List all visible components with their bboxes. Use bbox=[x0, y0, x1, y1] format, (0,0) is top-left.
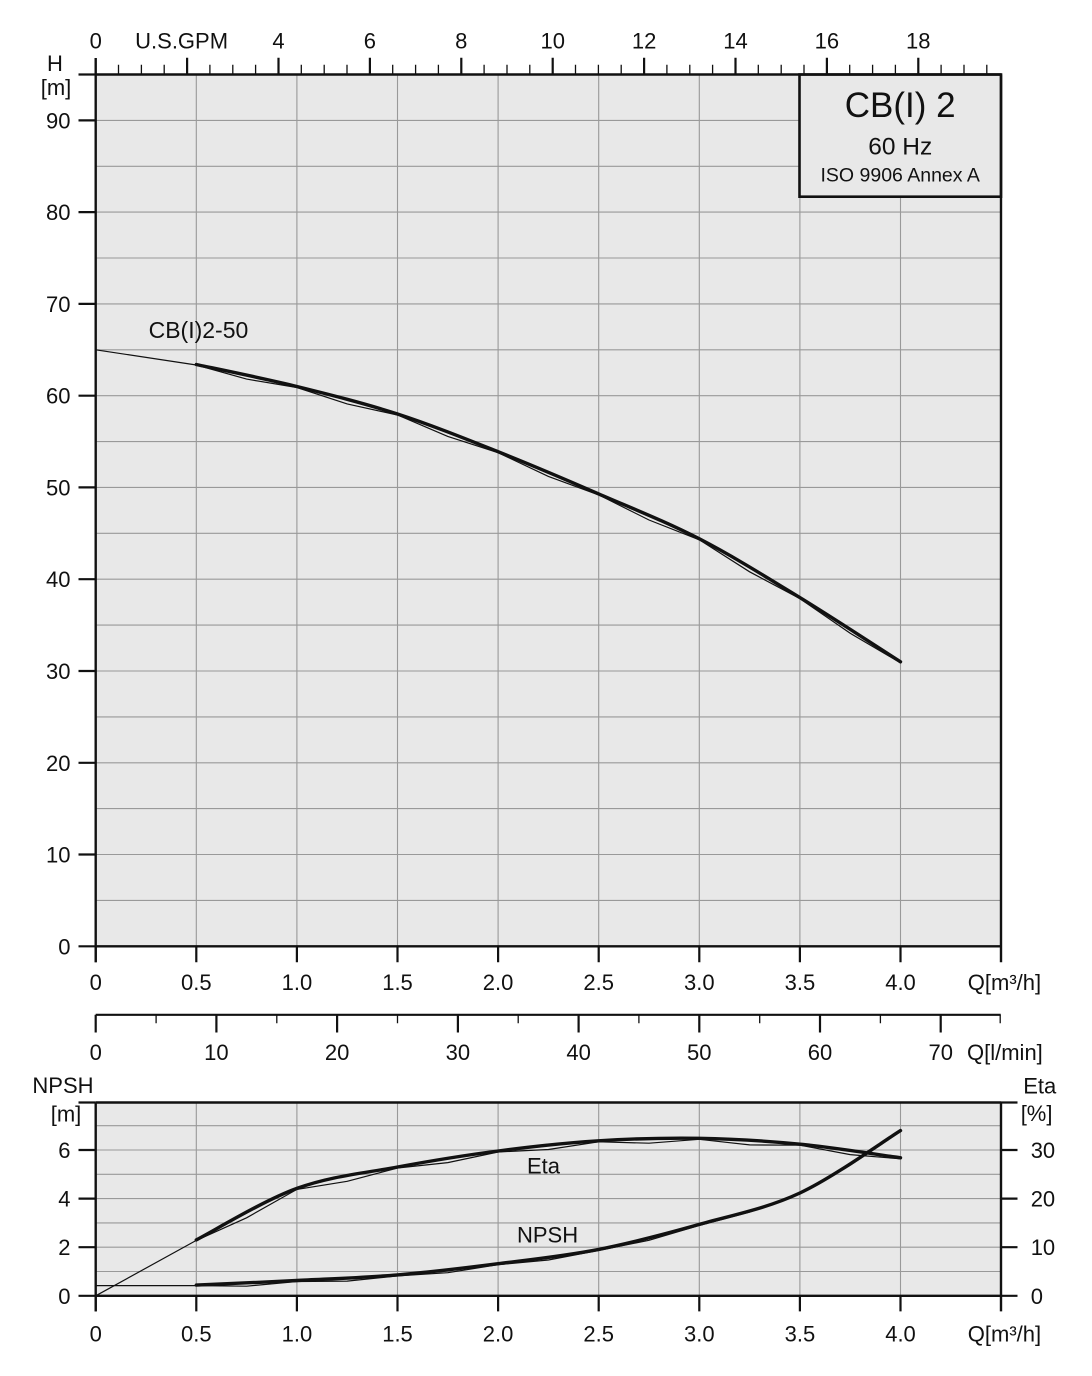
svg-text:60 Hz: 60 Hz bbox=[868, 133, 932, 160]
svg-text:1.0: 1.0 bbox=[282, 1321, 313, 1346]
svg-text:3.5: 3.5 bbox=[785, 1321, 816, 1346]
svg-text:12: 12 bbox=[632, 29, 656, 54]
svg-text:Q[m³/h]: Q[m³/h] bbox=[968, 1321, 1041, 1346]
svg-text:Eta: Eta bbox=[527, 1154, 561, 1179]
svg-text:Q[m³/h]: Q[m³/h] bbox=[968, 970, 1041, 995]
svg-text:Eta: Eta bbox=[1023, 1074, 1057, 1099]
svg-text:20: 20 bbox=[325, 1040, 349, 1065]
svg-text:40: 40 bbox=[566, 1040, 590, 1065]
svg-text:4: 4 bbox=[272, 29, 284, 54]
svg-text:[%]: [%] bbox=[1021, 1101, 1053, 1126]
svg-text:16: 16 bbox=[815, 29, 839, 54]
svg-text:3.0: 3.0 bbox=[684, 970, 715, 995]
svg-text:3.5: 3.5 bbox=[785, 970, 816, 995]
svg-text:1.5: 1.5 bbox=[382, 970, 413, 995]
svg-text:NPSH: NPSH bbox=[32, 1073, 93, 1098]
svg-text:0: 0 bbox=[90, 1040, 102, 1065]
svg-text:1.0: 1.0 bbox=[282, 970, 313, 995]
svg-text:60: 60 bbox=[808, 1040, 832, 1065]
svg-text:0: 0 bbox=[90, 1321, 102, 1346]
svg-text:10: 10 bbox=[540, 29, 564, 54]
svg-text:6: 6 bbox=[58, 1138, 70, 1163]
svg-text:0.5: 0.5 bbox=[181, 1321, 212, 1346]
svg-text:14: 14 bbox=[723, 29, 747, 54]
svg-text:20: 20 bbox=[46, 751, 70, 776]
svg-text:NPSH: NPSH bbox=[517, 1223, 578, 1248]
svg-text:CB(I)2-50: CB(I)2-50 bbox=[149, 317, 249, 343]
svg-text:10: 10 bbox=[1031, 1235, 1055, 1260]
svg-text:ISO 9906 Annex A: ISO 9906 Annex A bbox=[821, 164, 980, 186]
svg-text:2.5: 2.5 bbox=[583, 1321, 614, 1346]
svg-text:80: 80 bbox=[46, 200, 70, 225]
svg-text:50: 50 bbox=[687, 1040, 711, 1065]
svg-text:2.0: 2.0 bbox=[483, 970, 514, 995]
svg-text:2: 2 bbox=[58, 1235, 70, 1260]
svg-text:0.5: 0.5 bbox=[181, 970, 212, 995]
svg-text:30: 30 bbox=[1031, 1138, 1055, 1163]
svg-text:Q[l/min]: Q[l/min] bbox=[967, 1040, 1043, 1065]
svg-text:4.0: 4.0 bbox=[885, 970, 916, 995]
svg-text:2.0: 2.0 bbox=[483, 1321, 514, 1346]
svg-text:18: 18 bbox=[906, 29, 930, 54]
svg-text:CB(I) 2: CB(I) 2 bbox=[845, 86, 956, 125]
svg-text:10: 10 bbox=[204, 1040, 228, 1065]
svg-text:4.0: 4.0 bbox=[885, 1321, 916, 1346]
svg-text:0: 0 bbox=[1031, 1284, 1043, 1309]
svg-text:60: 60 bbox=[46, 384, 70, 409]
svg-text:70: 70 bbox=[928, 1040, 952, 1065]
svg-text:[m]: [m] bbox=[51, 1102, 82, 1127]
svg-text:0: 0 bbox=[58, 934, 70, 959]
svg-text:[m]: [m] bbox=[41, 75, 72, 100]
svg-text:0: 0 bbox=[90, 970, 102, 995]
svg-text:3.0: 3.0 bbox=[684, 1321, 715, 1346]
svg-text:6: 6 bbox=[364, 29, 376, 54]
svg-text:0: 0 bbox=[90, 29, 102, 54]
svg-text:30: 30 bbox=[46, 659, 70, 684]
svg-text:20: 20 bbox=[1031, 1187, 1055, 1212]
svg-text:U.S.GPM: U.S.GPM bbox=[135, 29, 228, 54]
svg-text:0: 0 bbox=[58, 1284, 70, 1309]
svg-text:40: 40 bbox=[46, 567, 70, 592]
svg-text:1.5: 1.5 bbox=[382, 1321, 413, 1346]
svg-text:30: 30 bbox=[446, 1040, 470, 1065]
svg-text:8: 8 bbox=[455, 29, 467, 54]
svg-text:2.5: 2.5 bbox=[583, 970, 614, 995]
svg-text:70: 70 bbox=[46, 292, 70, 317]
svg-text:H: H bbox=[47, 51, 63, 76]
svg-text:90: 90 bbox=[46, 108, 70, 133]
svg-text:4: 4 bbox=[58, 1187, 70, 1212]
svg-text:10: 10 bbox=[46, 843, 70, 868]
svg-text:50: 50 bbox=[46, 475, 70, 500]
